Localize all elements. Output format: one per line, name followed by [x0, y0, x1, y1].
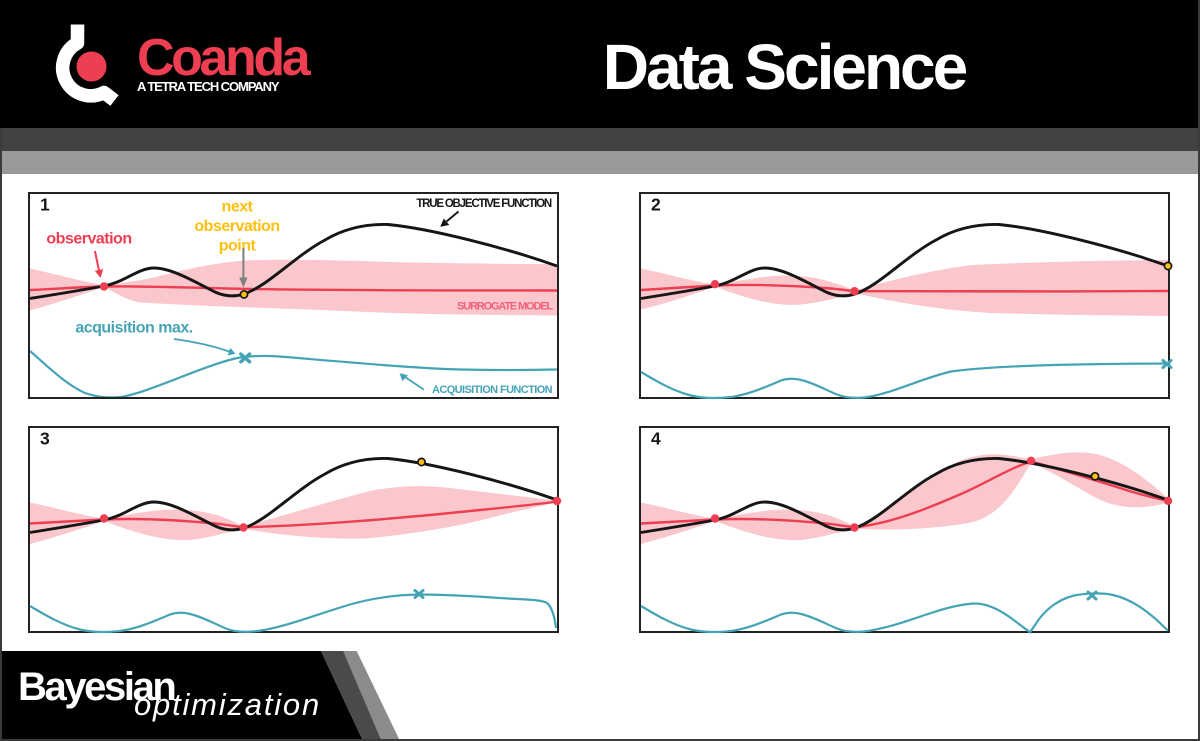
svg-text:1: 1	[40, 195, 50, 215]
svg-text:observation: observation	[46, 231, 131, 248]
svg-text:2: 2	[651, 195, 661, 215]
svg-text:4: 4	[651, 429, 661, 449]
svg-text:TRUE OBJECTIVE FUNCTION: TRUE OBJECTIVE FUNCTION	[416, 198, 552, 210]
svg-text:acquisition max.: acquisition max.	[75, 320, 192, 337]
svg-text:3: 3	[40, 429, 50, 449]
svg-text:point: point	[219, 237, 257, 254]
svg-text:observation: observation	[194, 218, 279, 235]
svg-text:next: next	[222, 198, 254, 215]
svg-text:ACQUISITION FUNCTION: ACQUISITION FUNCTION	[432, 384, 553, 396]
svg-text:SURROGATE MODEL: SURROGATE MODEL	[457, 301, 553, 313]
